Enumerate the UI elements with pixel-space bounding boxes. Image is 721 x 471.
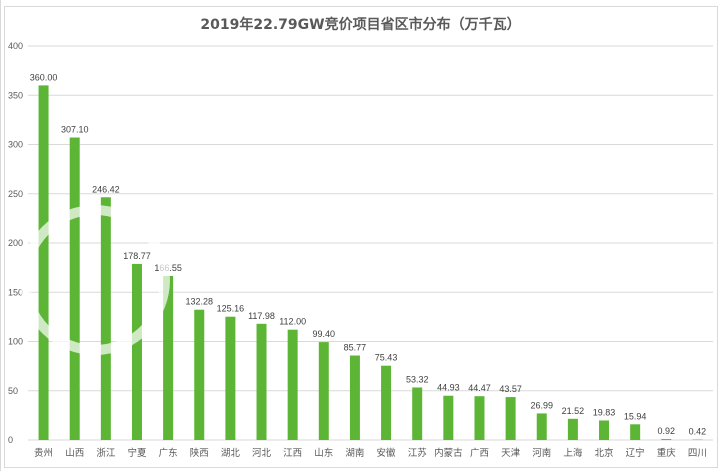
x-tick-label: 内蒙古 xyxy=(434,447,463,459)
y-tick-label: 50 xyxy=(8,386,18,396)
y-tick-label: 0 xyxy=(8,435,13,445)
x-tick-label: 江苏 xyxy=(408,447,428,459)
x-tick-label: 四川 xyxy=(688,448,707,459)
bar-天津 xyxy=(505,397,516,440)
bar-湖南 xyxy=(349,355,360,440)
data-label: 112.00 xyxy=(279,317,306,327)
bar-北京 xyxy=(599,420,610,440)
bar-重庆 xyxy=(661,439,672,440)
x-tick-label: 湖北 xyxy=(221,448,241,459)
data-label: 43.57 xyxy=(499,384,522,394)
x-tick-label: 江西 xyxy=(283,448,302,459)
bar-内蒙古 xyxy=(443,395,454,440)
data-label: 166.55 xyxy=(154,263,182,273)
data-label: 21.52 xyxy=(562,406,585,416)
data-label: 0.42 xyxy=(689,427,707,437)
bar-江苏 xyxy=(412,387,423,440)
bar-贵州 xyxy=(38,85,49,441)
data-label: 132.28 xyxy=(185,297,213,307)
data-label: 0.92 xyxy=(658,426,676,436)
data-label: 26.99 xyxy=(530,400,553,410)
bar-安徽 xyxy=(381,365,392,440)
data-label: 360.00 xyxy=(30,72,58,82)
y-tick-label: 100 xyxy=(8,337,23,347)
data-label: 44.93 xyxy=(437,383,460,393)
x-tick-label: 河北 xyxy=(252,447,272,459)
x-tick-label: 贵州 xyxy=(34,447,53,459)
y-tick-label: 150 xyxy=(8,287,23,297)
x-tick-label: 广东 xyxy=(159,447,178,459)
data-label: 117.98 xyxy=(248,311,275,321)
chart-title: 2019年22.79GW竞价项目省区市分布（万千瓦） xyxy=(200,17,521,33)
y-tick-label: 350 xyxy=(8,90,23,100)
y-tick-label: 250 xyxy=(8,189,23,199)
data-label: 44.47 xyxy=(468,383,491,393)
x-tick-label: 宁夏 xyxy=(127,447,147,459)
x-tick-label: 安徽 xyxy=(377,447,397,459)
bar-湖北 xyxy=(225,316,236,440)
data-label: 85.77 xyxy=(344,343,367,353)
data-label: 75.43 xyxy=(375,353,398,363)
bar-辽宁 xyxy=(630,424,641,440)
x-tick-label: 辽宁 xyxy=(626,447,645,459)
x-tick-label: 山东 xyxy=(314,447,333,459)
x-tick-label: 上海 xyxy=(563,447,583,459)
bar-广西 xyxy=(474,396,485,440)
bar-宁夏 xyxy=(131,263,142,440)
x-tick-label: 浙江 xyxy=(96,447,116,459)
data-label: 53.32 xyxy=(406,374,429,384)
x-tick-label: 山西 xyxy=(65,448,84,459)
x-tick-label: 河南 xyxy=(532,447,551,459)
x-tick-label: 重庆 xyxy=(657,447,677,459)
bar-陕西 xyxy=(194,309,205,440)
sheet-gridline xyxy=(0,0,1,471)
bar-山东 xyxy=(318,342,329,440)
y-tick-label: 400 xyxy=(8,41,23,51)
y-tick-label: 300 xyxy=(8,140,23,150)
bar-河北 xyxy=(256,323,267,440)
bar-浙江 xyxy=(100,197,111,440)
x-tick-label: 天津 xyxy=(501,448,521,459)
data-label: 15.94 xyxy=(624,411,647,421)
data-label: 307.10 xyxy=(61,125,89,135)
x-tick-label: 广西 xyxy=(470,447,489,459)
data-label: 125.16 xyxy=(217,304,245,314)
bar-河南 xyxy=(536,413,547,440)
bar-上海 xyxy=(567,418,578,440)
data-label: 246.42 xyxy=(92,184,120,194)
y-tick-label: 200 xyxy=(8,238,23,248)
data-label: 99.40 xyxy=(313,329,336,339)
x-tick-label: 北京 xyxy=(595,447,614,459)
bar-广东 xyxy=(163,275,174,440)
data-label: 19.83 xyxy=(593,407,616,417)
bar-山西 xyxy=(69,137,80,440)
x-tick-label: 陕西 xyxy=(190,447,209,459)
data-label: 178.77 xyxy=(123,251,151,261)
bar-江西 xyxy=(287,329,298,440)
x-tick-label: 湖南 xyxy=(345,447,364,459)
